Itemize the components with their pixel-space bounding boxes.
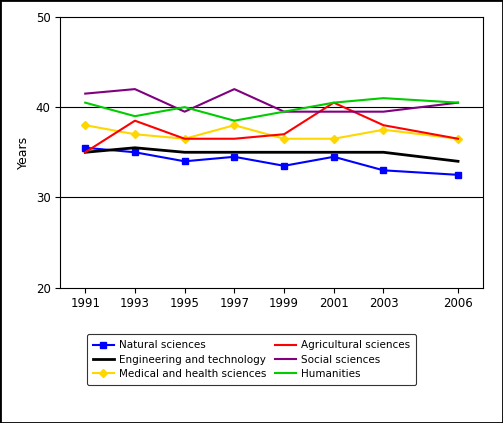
- Y-axis label: Years: Years: [17, 136, 30, 169]
